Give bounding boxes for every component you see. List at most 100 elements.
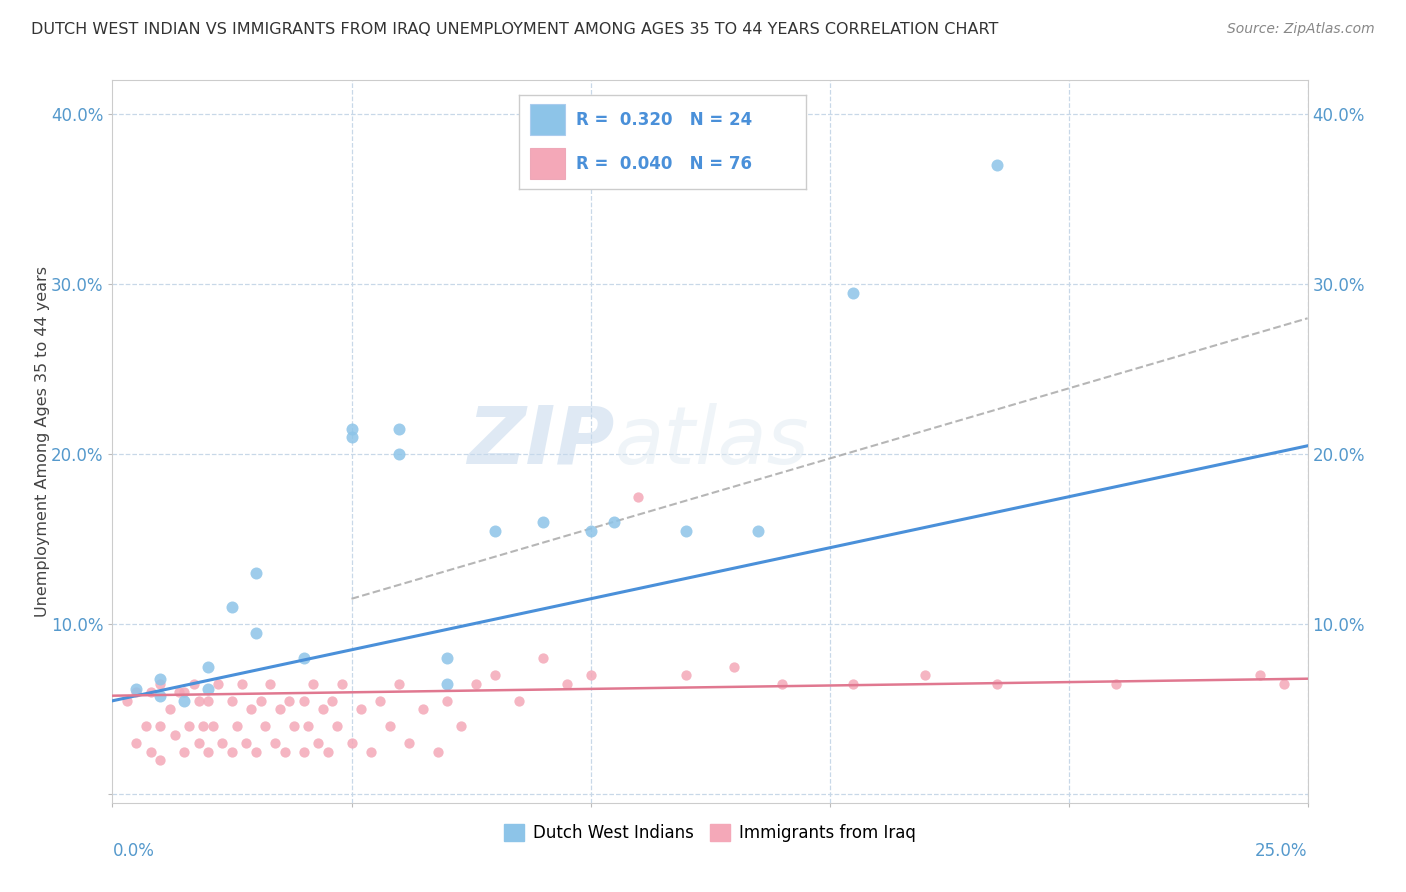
Point — [225, 719, 247, 733]
Point — [135, 719, 157, 733]
Point — [297, 719, 319, 733]
Point — [207, 677, 229, 691]
Point — [249, 694, 271, 708]
Point — [307, 736, 329, 750]
Text: 0.0%: 0.0% — [112, 842, 155, 860]
Point — [484, 524, 506, 538]
Point — [579, 524, 602, 538]
Point — [115, 694, 138, 708]
Point — [1272, 677, 1295, 691]
Point — [173, 685, 195, 699]
Point — [125, 685, 148, 699]
Point — [269, 702, 291, 716]
Point — [426, 745, 449, 759]
Point — [378, 719, 401, 733]
Point — [245, 566, 267, 581]
Point — [163, 728, 186, 742]
Point — [302, 677, 325, 691]
Text: atlas: atlas — [614, 402, 810, 481]
Text: DUTCH WEST INDIAN VS IMMIGRANTS FROM IRAQ UNEMPLOYMENT AMONG AGES 35 TO 44 YEARS: DUTCH WEST INDIAN VS IMMIGRANTS FROM IRA… — [31, 22, 998, 37]
Text: ZIP: ZIP — [467, 402, 614, 481]
Point — [149, 672, 172, 686]
Text: 25.0%: 25.0% — [1256, 842, 1308, 860]
Point — [221, 694, 243, 708]
Point — [986, 158, 1008, 172]
Legend: Dutch West Indians, Immigrants from Iraq: Dutch West Indians, Immigrants from Iraq — [498, 817, 922, 848]
Point — [316, 745, 339, 759]
Point — [187, 736, 209, 750]
Point — [235, 736, 257, 750]
Point — [173, 694, 195, 708]
Point — [770, 677, 793, 691]
Point — [579, 668, 602, 682]
Point — [842, 677, 865, 691]
Y-axis label: Unemployment Among Ages 35 to 44 years: Unemployment Among Ages 35 to 44 years — [35, 266, 51, 617]
Point — [464, 677, 486, 691]
Point — [159, 702, 181, 716]
Point — [201, 719, 224, 733]
Point — [412, 702, 434, 716]
Point — [436, 694, 458, 708]
Point — [627, 490, 650, 504]
Point — [169, 685, 191, 699]
Point — [292, 745, 315, 759]
Point — [436, 677, 458, 691]
Point — [326, 719, 349, 733]
Point — [177, 719, 200, 733]
Point — [675, 524, 697, 538]
Point — [149, 719, 172, 733]
Point — [292, 651, 315, 665]
Point — [264, 736, 287, 750]
Point — [330, 677, 353, 691]
Point — [368, 694, 391, 708]
Point — [197, 660, 219, 674]
Point — [914, 668, 936, 682]
Point — [183, 677, 205, 691]
Point — [240, 702, 263, 716]
Point — [508, 694, 530, 708]
Point — [603, 516, 626, 530]
Point — [278, 694, 301, 708]
Point — [723, 660, 745, 674]
Point — [321, 694, 343, 708]
Point — [531, 516, 554, 530]
Point — [125, 681, 148, 696]
Point — [436, 651, 458, 665]
Point — [231, 677, 253, 691]
Point — [211, 736, 233, 750]
Point — [340, 422, 363, 436]
Point — [484, 668, 506, 682]
Point — [388, 422, 411, 436]
Point — [986, 677, 1008, 691]
Point — [197, 681, 219, 696]
Point — [149, 753, 172, 767]
Point — [1105, 677, 1128, 691]
Point — [221, 745, 243, 759]
Point — [292, 694, 315, 708]
Point — [273, 745, 295, 759]
Point — [149, 677, 172, 691]
Point — [245, 625, 267, 640]
Point — [173, 745, 195, 759]
Point — [747, 524, 769, 538]
Point — [139, 685, 162, 699]
Point — [388, 677, 411, 691]
Point — [1249, 668, 1271, 682]
Point — [555, 677, 578, 691]
Point — [254, 719, 277, 733]
Point — [193, 719, 215, 733]
Point — [312, 702, 335, 716]
Point — [283, 719, 305, 733]
Point — [388, 447, 411, 461]
Point — [360, 745, 382, 759]
Point — [340, 736, 363, 750]
Point — [221, 600, 243, 615]
Text: Source: ZipAtlas.com: Source: ZipAtlas.com — [1227, 22, 1375, 37]
Point — [197, 745, 219, 759]
Point — [125, 736, 148, 750]
Point — [842, 285, 865, 300]
Point — [398, 736, 420, 750]
Point — [197, 694, 219, 708]
Point — [139, 745, 162, 759]
Point — [340, 430, 363, 444]
